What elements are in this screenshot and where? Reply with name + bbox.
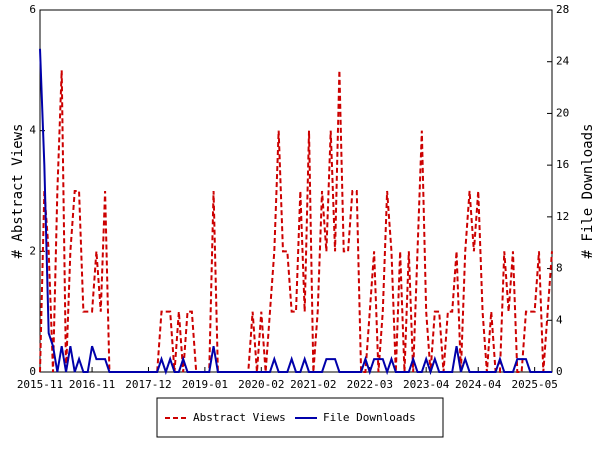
- y-axis-label: # Abstract Views: [10, 124, 26, 259]
- x-tick-label: 2020-02: [238, 378, 284, 391]
- legend-label: Abstract Views: [193, 411, 286, 424]
- legend-label: File Downloads: [323, 411, 416, 424]
- x-tick-label: 2016-11: [69, 378, 115, 391]
- x-tick-label: 2024-04: [455, 378, 502, 391]
- y-tick-label: 4: [29, 124, 36, 137]
- plot-frame: [39, 9, 553, 373]
- data-line: [39, 48, 552, 376]
- x-tick-label: 2023-04: [403, 378, 450, 391]
- y2-axis-label: # File Downloads: [580, 124, 596, 259]
- y2-tick-label: 16: [556, 158, 569, 171]
- y-tick-label: 2: [29, 244, 36, 257]
- x-tick-label: 2017-12: [125, 378, 171, 391]
- y2-tick-label: 12: [556, 210, 569, 223]
- y2-tick-label: 8: [556, 262, 563, 275]
- x-tick-label: 2025-05: [511, 378, 557, 391]
- y2-tick-label: 24: [556, 55, 570, 68]
- y2-tick-label: 0: [556, 365, 563, 378]
- y2-tick-label: 20: [556, 106, 569, 119]
- x-tick-label: 2021-02: [290, 378, 336, 391]
- x-tick-label: 2019-01: [182, 378, 228, 391]
- x-tick-label: 2015-11: [17, 378, 63, 391]
- data-line: [39, 70, 553, 373]
- y-tick-label: 0: [29, 365, 36, 378]
- y2-tick-label: 4: [556, 313, 563, 326]
- x-tick-label: 2022-03: [347, 378, 393, 391]
- y2-tick-label: 28: [556, 3, 569, 16]
- y-tick-label: 6: [29, 3, 36, 16]
